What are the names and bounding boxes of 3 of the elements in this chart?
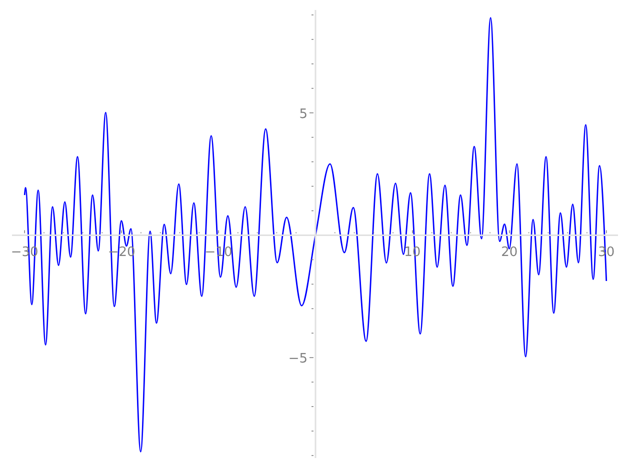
y-tick-label: −5 <box>288 352 308 367</box>
y-tick-label: 5 <box>299 106 308 122</box>
x-tick-label: 20 <box>501 245 518 260</box>
